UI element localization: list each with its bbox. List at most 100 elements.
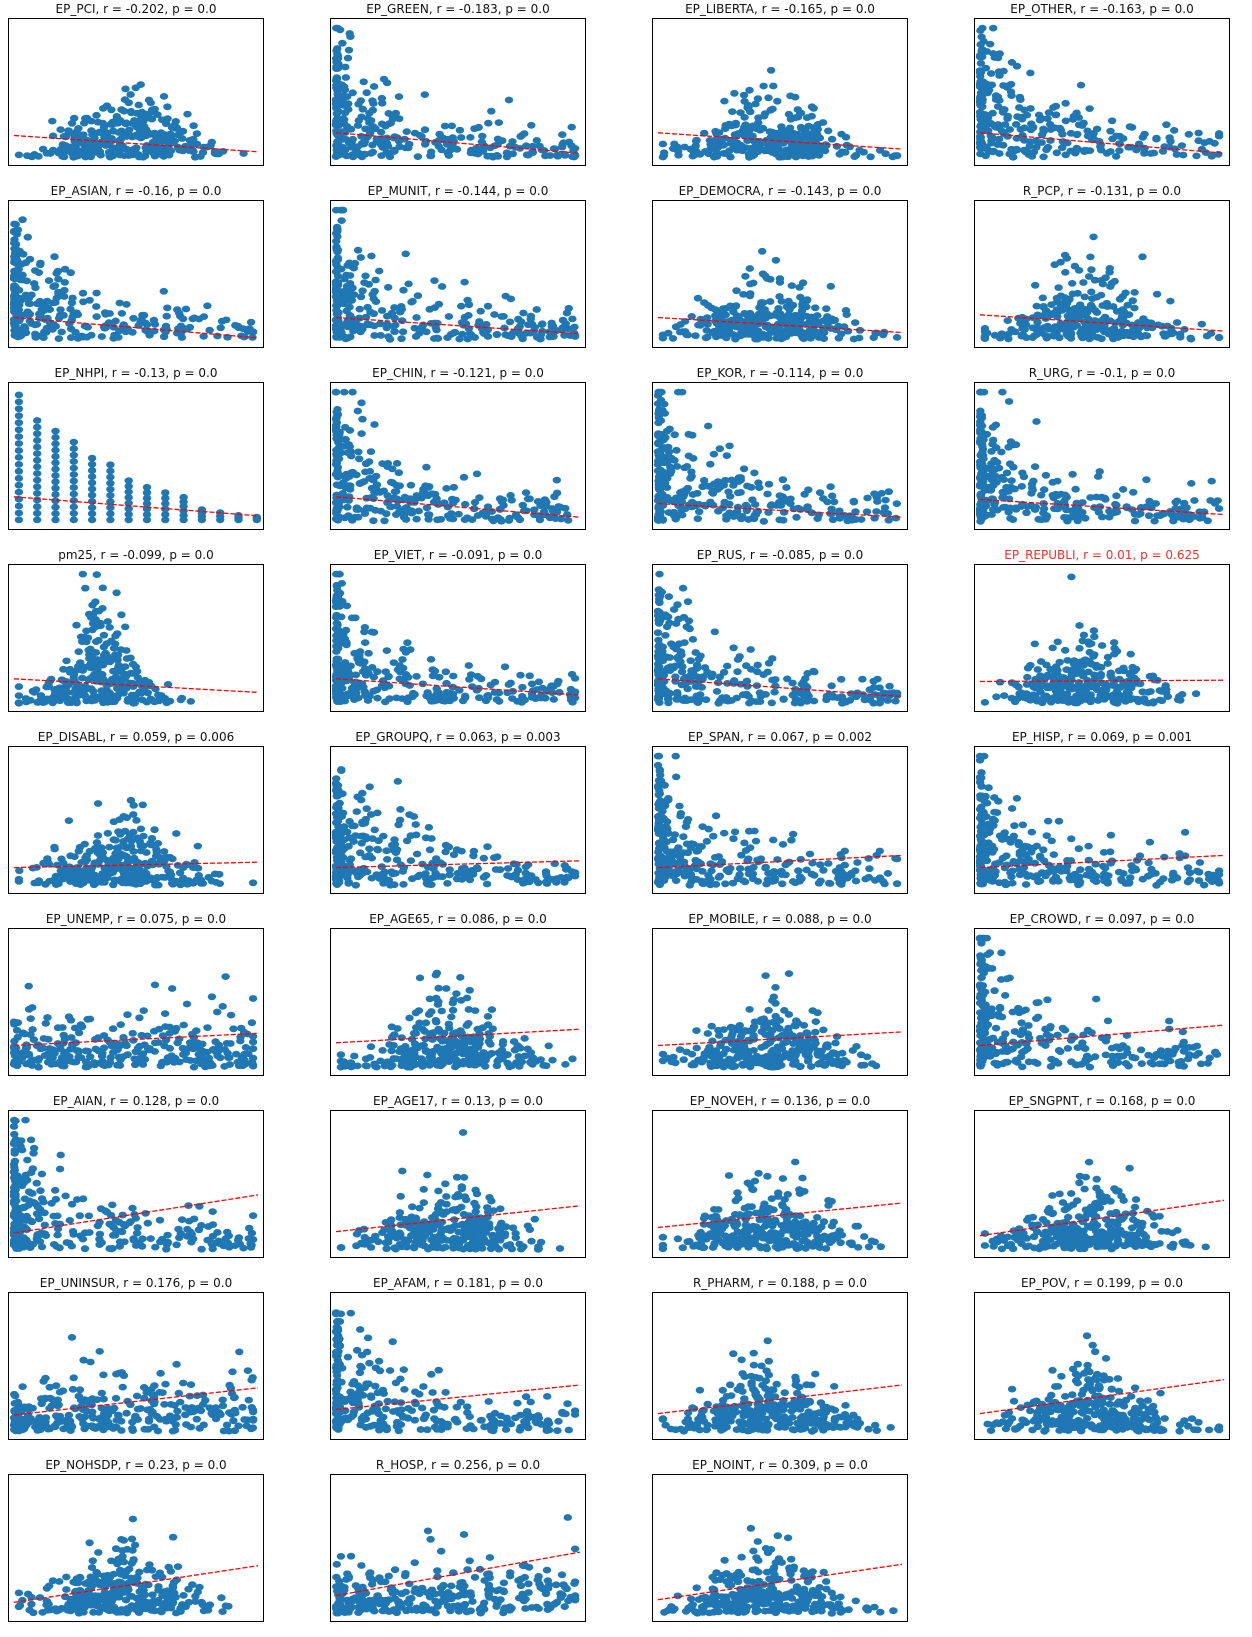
scatter-point bbox=[1112, 647, 1122, 655]
scatter-point bbox=[693, 515, 702, 523]
scatter-point bbox=[707, 673, 716, 681]
scatter-point bbox=[1125, 670, 1135, 678]
scatter-point bbox=[384, 283, 393, 291]
scatter-point bbox=[700, 664, 710, 671]
scatter-point bbox=[1004, 82, 1014, 89]
scatter-point bbox=[109, 644, 119, 652]
scatter-point bbox=[1052, 663, 1061, 671]
scatter-point bbox=[18, 216, 27, 224]
scatter-point bbox=[377, 682, 387, 690]
scatter-point bbox=[430, 667, 440, 675]
scatter-point bbox=[693, 294, 703, 302]
scatter-point bbox=[1005, 504, 1015, 512]
fit-line bbox=[657, 132, 903, 150]
scatter-point bbox=[1056, 258, 1065, 266]
scatter-point bbox=[348, 388, 357, 396]
scatter-point bbox=[766, 66, 776, 74]
scatter-point bbox=[331, 421, 341, 429]
scatter-plot bbox=[652, 200, 908, 348]
scatter-point bbox=[333, 655, 343, 663]
scatter-point bbox=[827, 682, 836, 690]
scatter-point bbox=[694, 655, 703, 663]
scatter-point bbox=[14, 467, 24, 475]
scatter-point bbox=[102, 640, 111, 647]
scatter-point bbox=[1022, 681, 1032, 688]
scatter-point bbox=[125, 126, 134, 134]
scatter-point bbox=[733, 668, 742, 676]
scatter-point bbox=[59, 293, 69, 300]
scatter-point bbox=[653, 629, 663, 637]
scatter-point bbox=[33, 470, 42, 477]
scatter-point bbox=[990, 123, 1000, 131]
scatter-point bbox=[332, 243, 341, 251]
scatter-point bbox=[358, 287, 367, 295]
scatter-point bbox=[65, 665, 75, 673]
scatter-plot bbox=[974, 564, 1230, 712]
scatter-point bbox=[106, 473, 115, 481]
scatter-point bbox=[819, 495, 828, 502]
scatter-point bbox=[662, 612, 671, 620]
scatter-point bbox=[494, 119, 503, 126]
scatter-point bbox=[369, 517, 378, 525]
scatter-point bbox=[167, 132, 176, 140]
scatter-point bbox=[514, 315, 523, 323]
scatter-point bbox=[1098, 280, 1108, 288]
scatter-point bbox=[87, 117, 96, 125]
scatter-point bbox=[455, 686, 464, 694]
scatter-point bbox=[339, 480, 349, 488]
scatter-point bbox=[87, 491, 97, 499]
scatter-point bbox=[664, 699, 673, 707]
scatter-point bbox=[166, 147, 176, 155]
scatter-point bbox=[801, 682, 811, 690]
scatter-point bbox=[1003, 133, 1012, 140]
scatter-point bbox=[375, 267, 384, 275]
scatter-point bbox=[1035, 116, 1045, 124]
scatter-point bbox=[1214, 130, 1224, 137]
scatter-point bbox=[568, 153, 577, 161]
scatter-point bbox=[754, 114, 763, 122]
scatter-point bbox=[720, 498, 729, 506]
scatter-point bbox=[1184, 130, 1193, 138]
scatter-point bbox=[677, 668, 687, 676]
scatter-point bbox=[426, 656, 436, 663]
scatter-point bbox=[482, 321, 491, 328]
scatter-point bbox=[143, 689, 152, 697]
scatter-point bbox=[788, 691, 797, 699]
scatter-point bbox=[136, 81, 145, 88]
scatter-point bbox=[1061, 692, 1071, 700]
scatter-point bbox=[1085, 105, 1094, 112]
scatter-point bbox=[1179, 151, 1188, 159]
scatter-point bbox=[1130, 304, 1139, 312]
scatter-point bbox=[74, 125, 83, 132]
scatter-point bbox=[138, 696, 147, 704]
scatter-plot bbox=[8, 382, 264, 530]
scatter-point bbox=[1048, 491, 1057, 499]
scatter-point bbox=[538, 320, 547, 328]
scatter-point bbox=[518, 501, 527, 509]
scatter-point bbox=[862, 508, 872, 516]
scatter-point bbox=[338, 206, 348, 214]
scatter-point bbox=[739, 291, 748, 298]
scatter-point bbox=[677, 488, 687, 496]
scatter-point bbox=[422, 328, 431, 336]
scatter-point bbox=[189, 864, 198, 871]
scatter-point bbox=[99, 699, 108, 707]
scatter-point bbox=[784, 297, 793, 305]
scatter-point bbox=[356, 254, 365, 261]
scatter-point bbox=[776, 502, 785, 509]
scatter-point bbox=[555, 688, 564, 696]
scatter-point bbox=[33, 463, 42, 471]
scatter-point bbox=[60, 279, 69, 286]
scatter-point bbox=[795, 110, 805, 117]
scatter-point bbox=[1058, 682, 1068, 690]
scatter-point bbox=[135, 678, 144, 686]
scatter-point bbox=[788, 679, 797, 687]
scatter-point bbox=[150, 826, 159, 834]
scatter-point bbox=[333, 248, 342, 256]
scatter-point bbox=[690, 145, 699, 152]
scatter-point bbox=[1066, 147, 1075, 155]
scatter-point bbox=[440, 499, 449, 507]
scatter-point bbox=[333, 81, 342, 88]
scatter-point bbox=[540, 147, 549, 154]
scatter-point bbox=[664, 329, 673, 337]
